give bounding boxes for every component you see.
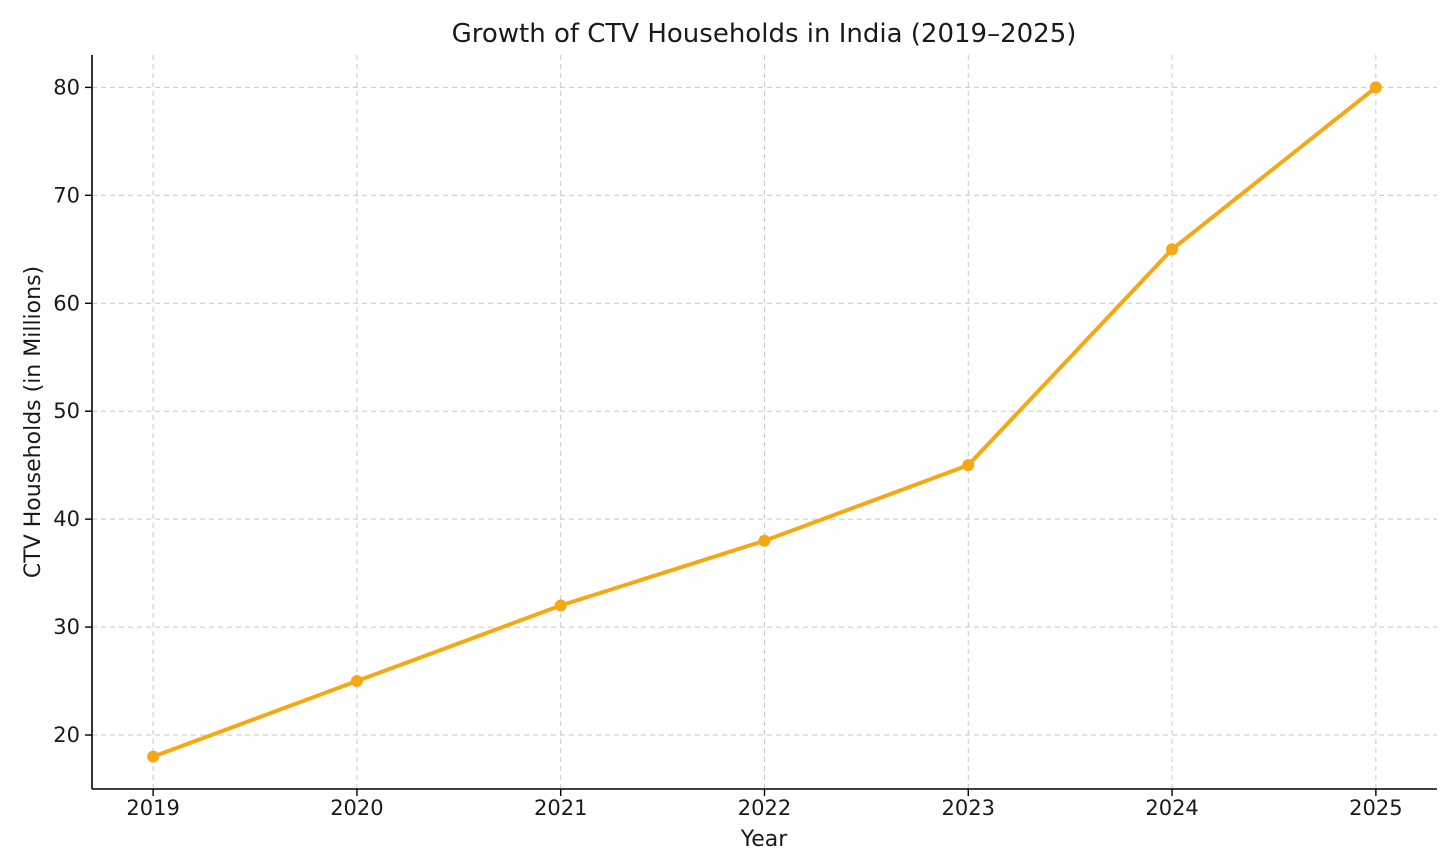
x-tick-label: 2021 [534, 796, 587, 820]
data-point [1369, 81, 1382, 94]
y-tick-label: 80 [53, 75, 80, 99]
data-point [962, 459, 975, 472]
x-tick-label: 2019 [126, 796, 179, 820]
x-tick-label: 2024 [1145, 796, 1198, 820]
chart-title: Growth of CTV Households in India (2019–… [452, 19, 1077, 49]
grid-lines [92, 55, 1437, 789]
y-tick-label: 30 [53, 615, 80, 639]
data-point [350, 675, 363, 688]
y-tick-label: 40 [53, 507, 80, 531]
data-point [1166, 243, 1179, 256]
data-point [554, 599, 567, 612]
data-point [758, 534, 771, 547]
x-axis-label: Year [740, 827, 789, 852]
x-axis-ticks: 2019 2020 2021 2022 2023 2024 2025 [126, 789, 1403, 820]
y-axis-ticks: 20 30 40 50 60 70 80 [53, 75, 92, 747]
y-axis-label: CTV Households (in Millions) [21, 266, 46, 578]
x-tick-label: 2025 [1349, 796, 1402, 820]
y-tick-label: 50 [53, 399, 80, 423]
y-tick-label: 20 [53, 723, 80, 747]
data-point [147, 750, 160, 763]
y-tick-label: 70 [53, 183, 80, 207]
y-tick-label: 60 [53, 291, 80, 315]
x-tick-label: 2023 [942, 796, 995, 820]
x-tick-label: 2020 [330, 796, 383, 820]
series-layer [147, 81, 1382, 763]
x-tick-label: 2022 [738, 796, 791, 820]
series-line [151, 85, 1378, 759]
